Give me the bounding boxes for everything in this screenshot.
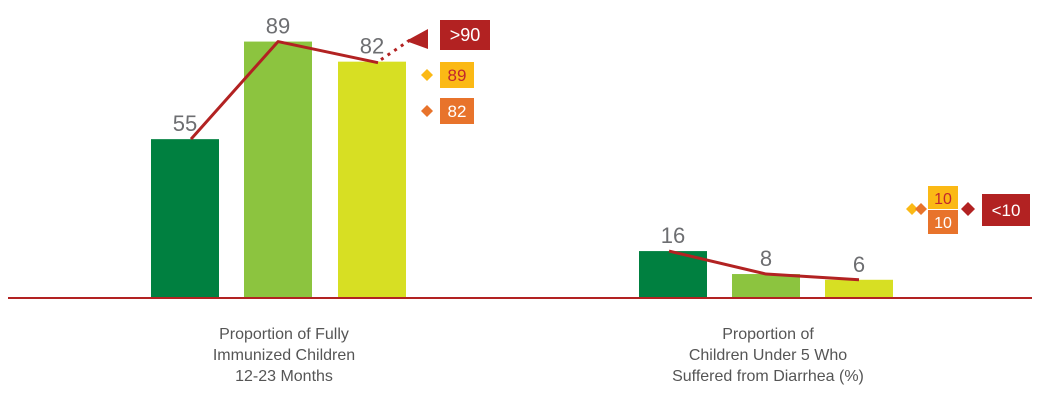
target-diamond-icon-g2-1 bbox=[906, 203, 918, 215]
group-2-label-line-3: Suffered from Diarrhea (%) bbox=[672, 368, 864, 385]
target-box-g2-1 bbox=[928, 186, 958, 209]
group-1-label-line-1: Proportion of Fully bbox=[219, 326, 349, 343]
target-box-g1-2 bbox=[440, 62, 474, 88]
group-2-label-line-2: Children Under 5 Who bbox=[688, 347, 848, 364]
trend-line-g2 bbox=[668, 249, 860, 282]
target-label-g2-3: <10 bbox=[992, 201, 1021, 220]
target-diamond-icon-g1-3 bbox=[421, 105, 433, 117]
bar-g2-3 bbox=[825, 279, 893, 297]
data-label-g1-1: 55 bbox=[173, 111, 197, 136]
target-diamond-icon-g2-3 bbox=[961, 202, 975, 216]
target-label-g1-3: 82 bbox=[448, 102, 467, 121]
data-label-g2-2: 8 bbox=[760, 246, 772, 271]
bar-g1-1 bbox=[151, 139, 219, 297]
data-label-g1-2: 89 bbox=[266, 14, 290, 39]
trend-line-g1 bbox=[189, 40, 379, 141]
data-label-g2-3: 6 bbox=[853, 252, 865, 277]
target-box-g2-3 bbox=[982, 194, 1030, 226]
group-1-label-line-2: Immunized Children bbox=[212, 347, 356, 364]
group-1-label: Proportion of Fully Immunized Children 1… bbox=[114, 324, 454, 387]
target-arrow-icon bbox=[406, 29, 428, 49]
trend-extension-g1 bbox=[380, 38, 411, 61]
bar-g2-2 bbox=[732, 274, 800, 297]
bar-g1-2 bbox=[244, 41, 312, 297]
bar-g1-3 bbox=[338, 61, 406, 297]
target-box-g2-2 bbox=[928, 210, 958, 234]
group-1-label-line-3: 12-23 Months bbox=[235, 368, 333, 385]
target-label-g2-2: 10 bbox=[934, 215, 952, 232]
target-diamond-icon-g2-2 bbox=[915, 203, 927, 215]
target-label-g2-1: 10 bbox=[934, 191, 952, 208]
target-box-g1-1 bbox=[440, 20, 490, 50]
target-label-g1-1: >90 bbox=[450, 25, 481, 45]
data-label-g2-1: 16 bbox=[661, 223, 685, 248]
target-diamond-icon-g1-2 bbox=[421, 69, 433, 81]
target-box-g1-3 bbox=[440, 98, 474, 124]
group-2-label: Proportion of Children Under 5 Who Suffe… bbox=[598, 324, 938, 387]
target-label-g1-2: 89 bbox=[448, 66, 467, 85]
group-2-label-line-1: Proportion of bbox=[722, 326, 814, 343]
data-label-g1-3: 82 bbox=[360, 34, 384, 59]
